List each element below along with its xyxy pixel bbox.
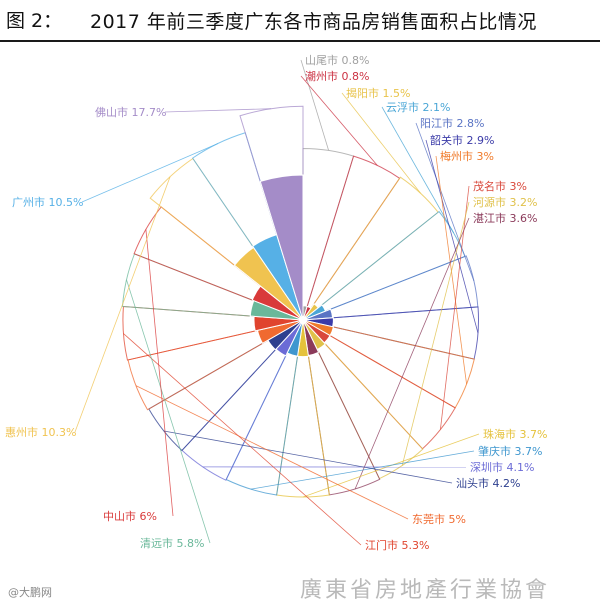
leader-line <box>415 122 475 282</box>
source-watermark: @大鹏网 <box>8 586 52 599</box>
slice-label: 潮州市 0.8% <box>305 69 369 83</box>
chart-title: 2017 年前三季度广东各市商品房销售面积占比情况 <box>90 11 537 33</box>
slice-label: 湛江市 3.6% <box>473 211 537 225</box>
leader-line <box>440 185 470 430</box>
slice-outline <box>302 176 439 321</box>
figure-label: 图 2： <box>6 10 63 32</box>
slice-label: 山尾市 0.8% <box>305 53 369 67</box>
slice-label: 揭阳市 1.5% <box>346 86 410 100</box>
leader-lines <box>74 59 480 546</box>
slice-outline <box>239 105 304 321</box>
leader-line <box>300 59 329 151</box>
slice-label: 江门市 5.3% <box>365 538 429 552</box>
slice-label: 河源市 3.2% <box>473 195 537 209</box>
leader-line <box>381 106 455 234</box>
slice-label: 佛山市 17.7% <box>95 105 166 119</box>
leader-line <box>164 108 272 113</box>
center-hub <box>299 316 307 324</box>
slice-label: 汕头市 4.2% <box>456 476 520 490</box>
leader-line <box>435 155 467 385</box>
slice-label: 中山市 6% <box>103 509 157 523</box>
chart-header: 图 2： 2017 年前三季度广东各市商品房销售面积占比情况 <box>0 0 600 42</box>
slice-label: 韶关市 2.9% <box>430 133 494 147</box>
leader-line <box>401 201 470 466</box>
leader-line <box>250 450 475 490</box>
leader-line <box>81 143 219 203</box>
leader-line <box>74 176 171 433</box>
slice-outlines <box>121 105 479 498</box>
leader-line <box>300 75 378 166</box>
title-divider <box>0 40 600 42</box>
slice-fills <box>233 174 335 358</box>
slice-label: 茂名市 3% <box>473 179 527 193</box>
slice-label: 广州市 10.5% <box>12 195 83 209</box>
leader-line <box>126 279 211 544</box>
slice-label: 肇庆市 3.7% <box>478 444 542 458</box>
leader-line <box>341 92 421 194</box>
slice-label: 阳江市 2.8% <box>420 116 484 130</box>
slice-label: 云浮市 2.1% <box>386 100 450 114</box>
leader-line <box>145 229 174 517</box>
slice-label: 清远市 5.8% <box>140 536 204 550</box>
slice-label: 东莞市 5% <box>412 512 466 526</box>
slice-label: 珠海市 3.7% <box>483 427 547 441</box>
leader-line <box>354 217 470 490</box>
slice-label: 深圳市 4.1% <box>470 460 534 474</box>
slice[interactable] <box>259 174 304 321</box>
leader-line <box>425 139 479 334</box>
association-watermark: 廣東省房地產行業協會 <box>300 578 551 603</box>
slice-outline <box>302 155 401 321</box>
leader-line <box>135 385 409 520</box>
leader-line <box>163 430 453 484</box>
slice-label: 惠州市 10.3% <box>5 425 76 439</box>
slice-labels: 山尾市 0.8% 潮州市 0.8% 揭阳市 1.5%云浮市 2.1% 阳江市 2.8%… <box>5 53 547 552</box>
leader-line <box>123 333 362 546</box>
slice-label: 梅州市 3% <box>440 149 494 163</box>
